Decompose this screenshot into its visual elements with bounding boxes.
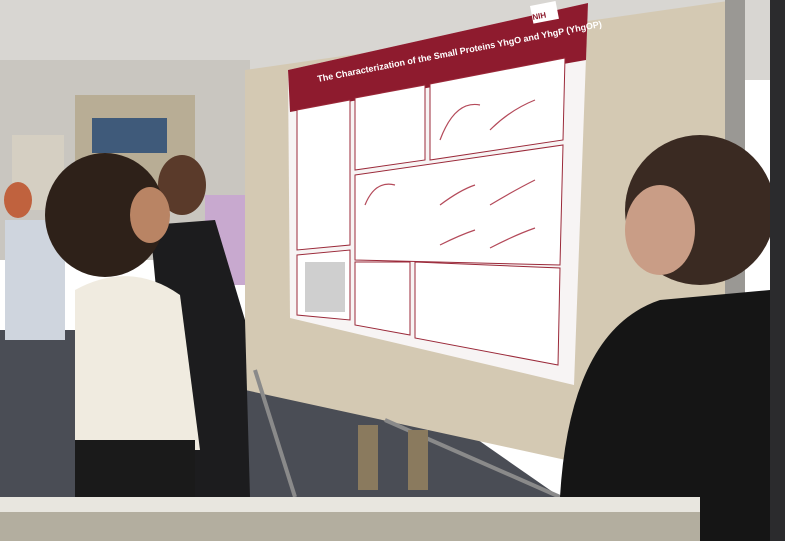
curve <box>489 179 536 206</box>
person-face <box>625 185 695 275</box>
logo-box <box>530 1 559 24</box>
panel <box>296 99 351 251</box>
edge-strip <box>770 0 785 541</box>
poster-logo: NIH <box>532 10 547 22</box>
person-legs <box>358 425 378 490</box>
curve <box>439 229 476 246</box>
curve <box>489 227 536 249</box>
person-legs <box>408 430 428 490</box>
person-background-head <box>4 182 32 218</box>
person-hair <box>45 153 165 277</box>
curve <box>439 103 481 141</box>
gel-image <box>305 262 345 312</box>
poster-graphs <box>364 99 536 249</box>
poster-header <box>288 3 588 112</box>
stand-leg <box>253 369 297 498</box>
panel <box>414 261 561 366</box>
curve <box>364 183 396 206</box>
curve <box>439 184 476 206</box>
person-body <box>560 290 770 541</box>
lower-image-ceiling <box>0 512 700 541</box>
panel <box>354 144 564 266</box>
panel <box>354 261 411 336</box>
person-pants <box>75 440 195 497</box>
person-sweater <box>75 276 200 450</box>
curve <box>489 99 536 131</box>
person-face <box>130 187 170 243</box>
distant-poster <box>92 118 167 153</box>
person-head <box>158 155 206 215</box>
panel <box>354 84 426 171</box>
panel <box>429 57 566 161</box>
